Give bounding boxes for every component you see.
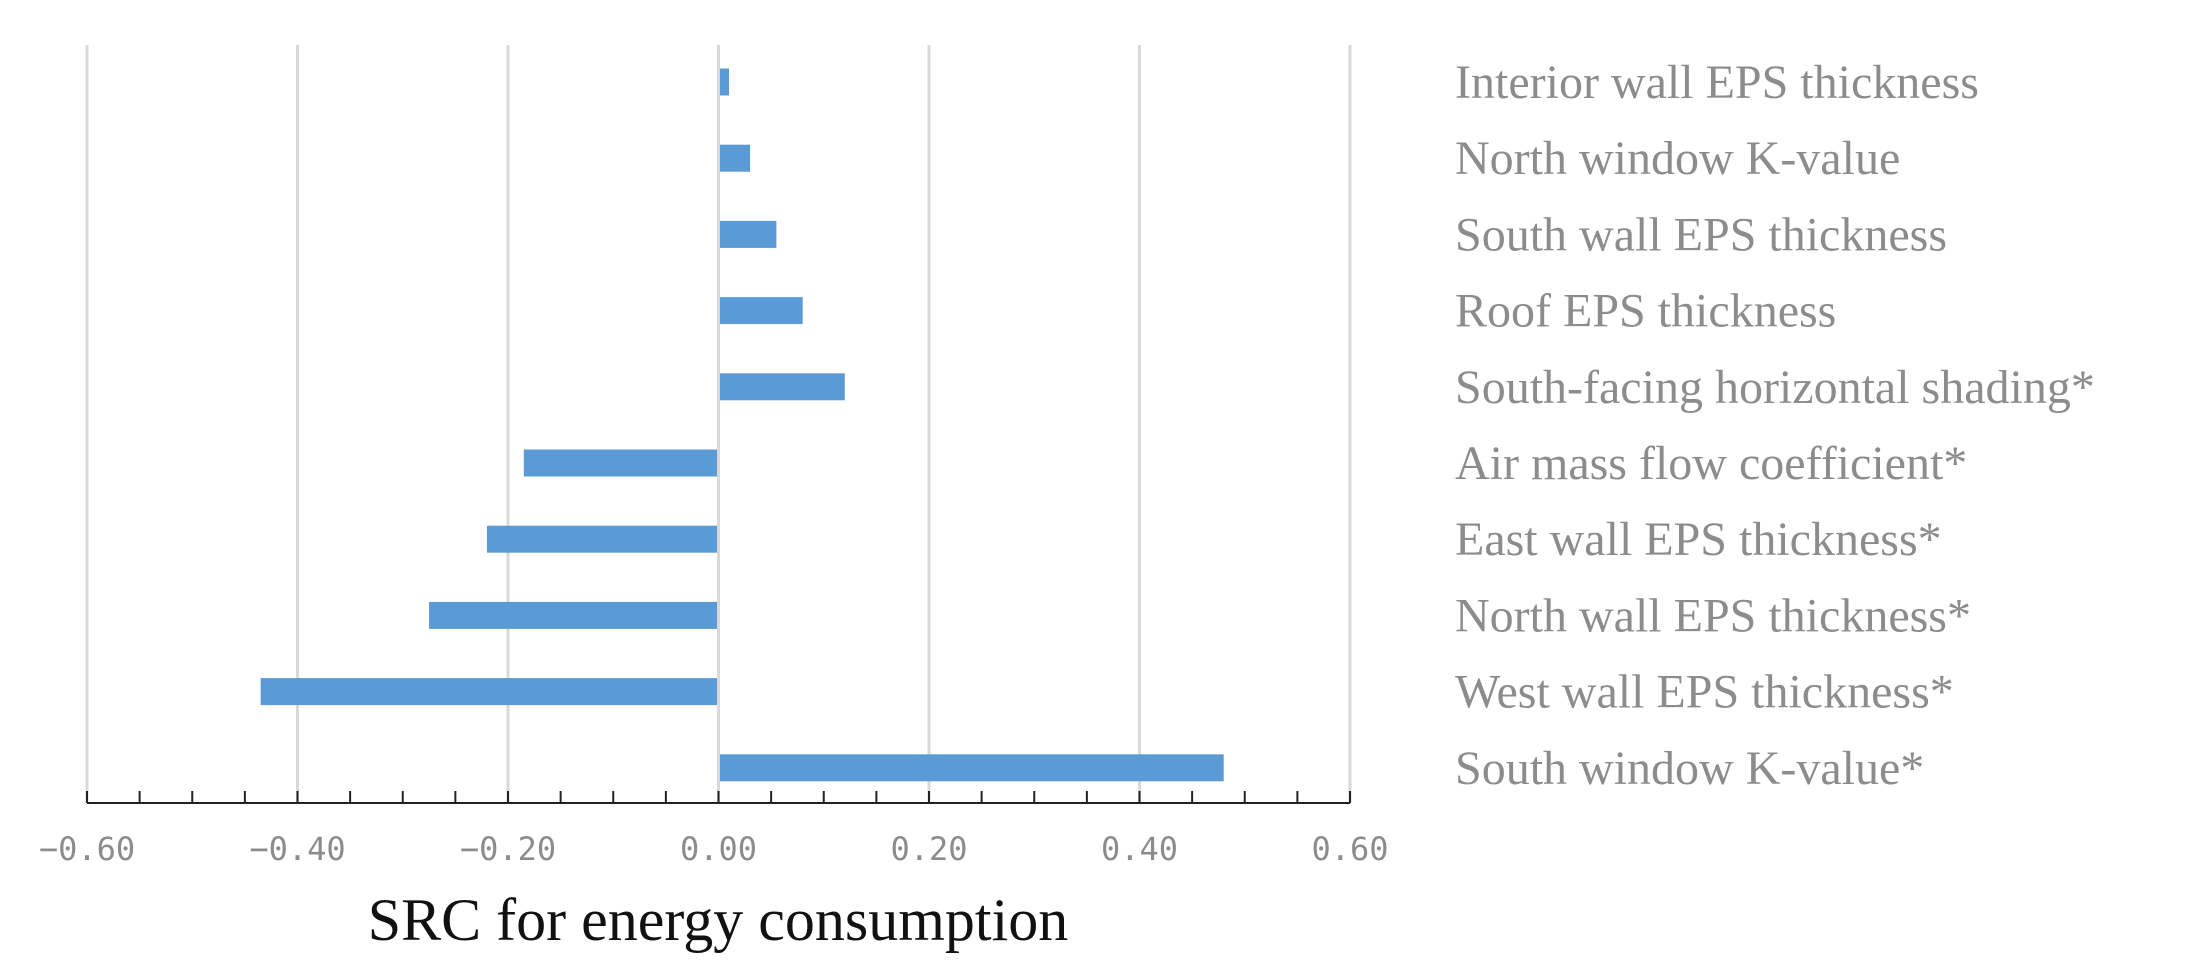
x-axis-title: SRC for energy consumption — [368, 887, 1069, 953]
bar — [718, 754, 1224, 782]
category-label: Roof EPS thickness — [1455, 285, 1836, 338]
x-tick-label: 0.00 — [680, 830, 757, 868]
category-label: East wall EPS thickness* — [1455, 513, 1942, 566]
bar — [718, 220, 777, 248]
category-label: South window K-value* — [1455, 742, 1924, 795]
bar — [718, 373, 845, 401]
x-tick-labels: −0.60 −0.40 −0.20 0.00 0.20 0.40 0.60 — [39, 830, 1389, 868]
x-tick-label: 0.40 — [1101, 830, 1178, 868]
category-label: North window K-value — [1455, 132, 1900, 185]
x-tick-label: −0.60 — [39, 830, 135, 868]
bar — [718, 297, 803, 325]
x-tick-label: 0.20 — [890, 830, 967, 868]
bar — [718, 68, 730, 96]
bar — [523, 449, 719, 477]
bar — [486, 525, 719, 553]
category-label: South wall EPS thickness — [1455, 208, 1947, 261]
bar — [718, 144, 751, 172]
x-axis — [86, 45, 1351, 804]
x-tick-label: −0.20 — [460, 830, 556, 868]
category-label: South-facing horizontal shading* — [1455, 361, 2095, 414]
bar — [260, 678, 719, 706]
x-tick-label: −0.40 — [249, 830, 345, 868]
category-label: Air mass flow coefficient* — [1455, 437, 1967, 490]
bars — [260, 68, 1224, 782]
grid-lines — [85, 45, 1352, 803]
bar — [429, 601, 719, 629]
category-label: West wall EPS thickness* — [1455, 666, 1954, 719]
category-labels: Interior wall EPS thickness North window … — [1455, 56, 2095, 795]
x-tick-label: 0.60 — [1311, 830, 1388, 868]
category-label: North wall EPS thickness* — [1455, 589, 1971, 642]
category-label: Interior wall EPS thickness — [1455, 56, 1979, 109]
